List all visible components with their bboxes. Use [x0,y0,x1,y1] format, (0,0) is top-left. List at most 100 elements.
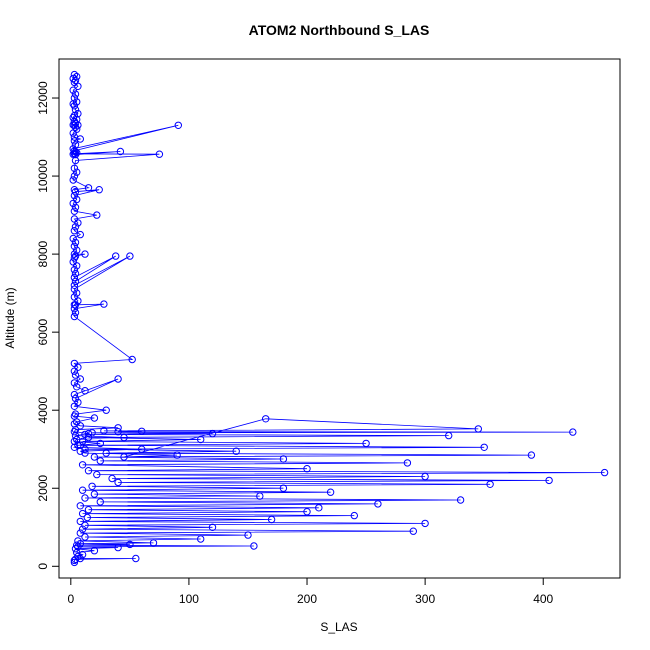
x-tick-label: 400 [533,592,553,606]
data-point [138,427,146,435]
data-point [108,474,116,483]
data-point [374,500,382,508]
data-point [84,184,93,192]
data-point [71,148,80,156]
data-point [88,429,96,437]
data-point [71,223,80,231]
data-point [84,467,93,475]
data-point [70,402,79,410]
data-point [149,539,158,547]
data-point [81,445,89,453]
data-point [83,513,92,522]
data-point [76,441,85,449]
data-point [120,433,128,442]
data-point [70,227,79,235]
data-point [73,168,81,176]
data-point [78,486,87,494]
data-point [421,472,429,481]
x-tick-label: 200 [297,592,317,606]
data-point [70,305,79,313]
data-point [100,300,108,308]
data-point [81,250,89,258]
data-point [71,371,80,379]
data-point [114,478,122,487]
data-point [114,375,122,383]
data-point [81,521,89,529]
x-tick-label: 100 [179,592,199,606]
y-tick-label: 8000 [36,240,50,267]
data-point [96,439,105,448]
data-point [73,541,81,549]
data-point [70,254,79,262]
chart-title: ATOM2 Northbound S_LAS [249,22,430,38]
data-point [81,449,89,457]
data-point [102,406,110,414]
data-point [73,289,81,297]
data-point [70,164,79,173]
data-point [267,515,276,524]
data-point [197,535,205,543]
data-point [569,428,577,436]
y-tick-label: 2000 [36,475,50,502]
data-point [71,188,80,196]
data-point [69,176,77,184]
y-tick-label: 4000 [36,397,50,424]
data-point [315,504,323,512]
data-point [208,429,217,438]
data-point [197,435,205,444]
data-point [527,451,536,459]
data-point [486,480,494,488]
data-point [74,82,82,91]
data-point [73,383,81,391]
x-tick-label: 300 [415,592,435,606]
data-point [81,494,89,502]
x-tick-label: 0 [67,592,74,606]
data-point [409,527,417,535]
data-point [116,147,125,156]
data-point [76,529,85,537]
x-axis-label: S_LAS [320,620,357,634]
data-point [326,488,335,496]
data-point [96,457,105,465]
data-point [70,273,79,282]
data-point [70,191,79,200]
data-point [70,367,79,375]
data-point [78,509,87,518]
data-point [303,508,311,516]
data-point [480,443,488,451]
data-point [244,531,252,539]
data-point [545,476,553,485]
data-point [155,150,164,158]
data-point [232,447,240,455]
data-point [421,519,429,528]
data-point [70,207,79,215]
data-point [70,558,79,567]
data-point [403,459,412,467]
data-point [76,375,85,383]
data-point [96,498,105,506]
data-point [70,172,79,180]
data-point [69,234,77,243]
data-point [102,449,110,457]
data-point [279,484,288,492]
data-point [74,219,82,227]
data-point [138,445,146,453]
data-point [114,428,122,436]
data-point [70,379,79,387]
data-point [81,387,89,395]
data-point [208,523,217,531]
data-point [78,461,87,469]
series-points [69,70,609,567]
data-point [70,312,79,321]
series-line [71,74,605,563]
data-point [74,121,82,129]
data-point [71,308,80,317]
data-point [90,490,99,498]
data-point [70,390,79,399]
data-point [262,415,270,423]
data-point [70,242,79,251]
data-point [250,542,258,550]
data-point [84,429,93,438]
data-point [71,394,80,403]
y-tick-label: 10000 [36,159,50,193]
